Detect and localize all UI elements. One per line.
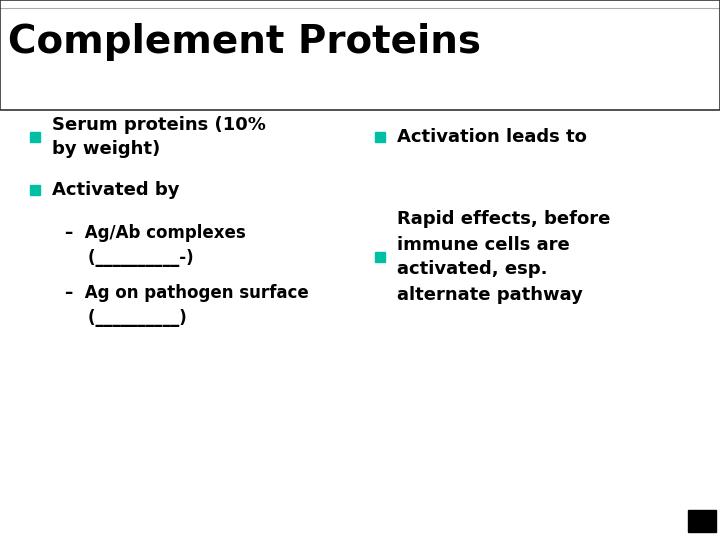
Text: Complement Proteins: Complement Proteins: [8, 23, 481, 61]
Bar: [375, 132, 385, 142]
Text: Serum proteins (10%
by weight): Serum proteins (10% by weight): [52, 116, 266, 159]
Bar: [30, 185, 40, 195]
Text: 11: 11: [691, 514, 713, 529]
Bar: [688, 510, 716, 532]
Bar: [30, 132, 40, 142]
Text: Activation leads to: Activation leads to: [397, 128, 587, 146]
Text: –  Ag on pathogen surface
    (__________): – Ag on pathogen surface (__________): [65, 284, 309, 327]
Text: Activated by: Activated by: [52, 181, 179, 199]
Text: Rapid effects, before
immune cells are
activated, esp.
alternate pathway: Rapid effects, before immune cells are a…: [397, 211, 611, 303]
Bar: [375, 252, 385, 262]
Text: –  Ag/Ab complexes
    (__________-): – Ag/Ab complexes (__________-): [65, 224, 246, 267]
Bar: [0, 0, 720, 110]
